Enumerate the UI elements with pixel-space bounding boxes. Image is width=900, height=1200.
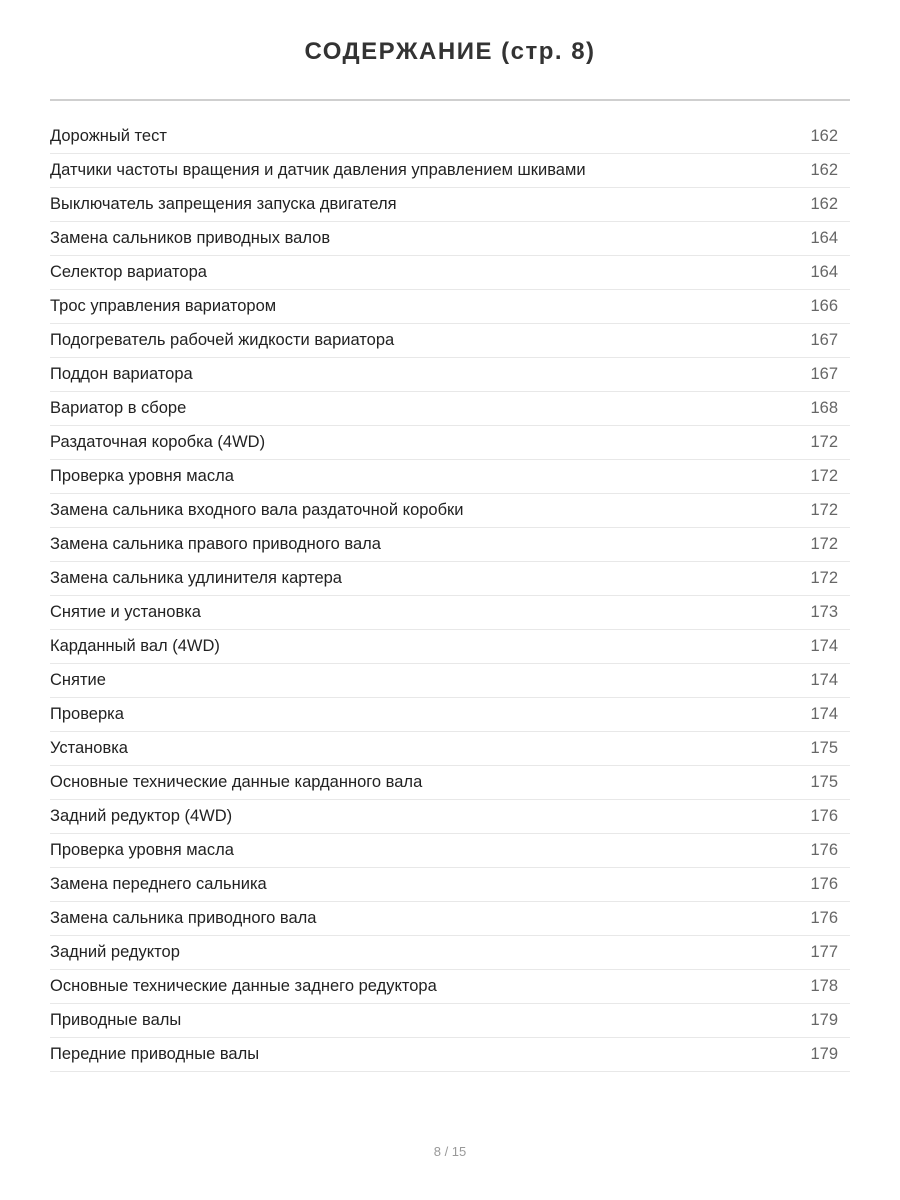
toc-entry[interactable]: Карданный вал (4WD) 174	[50, 630, 850, 664]
toc-entry-title: Замена сальника удлинителя картера	[50, 569, 342, 587]
toc-entry[interactable]: Проверка уровня масла 176	[50, 834, 850, 868]
toc-entry[interactable]: Трос управления вариатором 166	[50, 290, 850, 324]
toc-entry-page: 172	[810, 433, 838, 451]
toc-entry-page: 162	[810, 161, 838, 179]
toc-entry-page: 166	[810, 297, 838, 315]
toc-entry-page: 174	[810, 671, 838, 689]
toc-entry[interactable]: Проверка уровня масла 172	[50, 460, 850, 494]
toc-entry[interactable]: Датчики частоты вращения и датчик давлен…	[50, 154, 850, 188]
toc-entry-page: 176	[810, 875, 838, 893]
toc-entry-title: Замена переднего сальника	[50, 875, 267, 893]
toc-entry-page: 172	[810, 467, 838, 485]
page-indicator: 8 / 15	[433, 1144, 467, 1159]
toc-entry-page: 177	[810, 943, 838, 961]
toc-entry-title: Задний редуктор (4WD)	[50, 807, 233, 825]
title-divider	[50, 99, 850, 101]
page-title: СОДЕРЖАНИЕ (стр. 8)	[304, 38, 596, 65]
toc-entry-page: 167	[810, 331, 838, 349]
toc-entry[interactable]: Замена переднего сальника 176	[50, 868, 850, 902]
toc-entry[interactable]: Раздаточная коробка (4WD) 172	[50, 426, 850, 460]
toc-entry-page: 173	[810, 603, 838, 621]
toc-entry-title: Передние приводные валы	[50, 1045, 260, 1063]
toc-entry-title: Датчики частоты вращения и датчик давлен…	[50, 161, 586, 179]
toc-entry[interactable]: Установка 175	[50, 732, 850, 766]
toc-entry[interactable]: Подогреватель рабочей жидкости вариатора…	[50, 324, 850, 358]
toc-entry[interactable]: Проверка 174	[50, 698, 850, 732]
toc-entry[interactable]: Замена сальника правого приводного вала 1…	[50, 528, 850, 562]
toc-entry[interactable]: Снятие 174	[50, 664, 850, 698]
toc-entry[interactable]: Замена сальника удлинителя картера 172	[50, 562, 850, 596]
toc-entry-title: Выключатель запрещения запуска двигателя	[50, 195, 397, 213]
toc-entry-page: 167	[810, 365, 838, 383]
toc-entry-page: 172	[810, 569, 838, 587]
toc-entry-page: 174	[810, 637, 838, 655]
toc-entry[interactable]: Основные технические данные карданного в…	[50, 766, 850, 800]
toc-entry-title: Замена сальника приводного вала	[50, 909, 317, 927]
toc-entry-title: Замена сальника правого приводного вала	[50, 535, 381, 553]
toc-entry-page: 164	[810, 263, 838, 281]
toc-entry-page: 168	[810, 399, 838, 417]
toc-entry-title: Трос управления вариатором	[50, 297, 277, 315]
toc-entry-title: Вариатор в сборе	[50, 399, 187, 417]
toc-entry-page: 179	[810, 1045, 838, 1063]
toc-entry-page: 172	[810, 501, 838, 519]
toc-entry-page: 179	[810, 1011, 838, 1029]
toc-entry-page: 176	[810, 841, 838, 859]
toc-entry-title: Раздаточная коробка (4WD)	[50, 433, 266, 451]
toc-entry-title: Поддон вариатора	[50, 365, 193, 383]
toc-entry[interactable]: Вариатор в сборе 168	[50, 392, 850, 426]
toc-entry[interactable]: Снятие и установка 173	[50, 596, 850, 630]
toc-entry-page: 176	[810, 909, 838, 927]
toc-entry-page: 172	[810, 535, 838, 553]
toc-entry[interactable]: Передние приводные валы 179	[50, 1038, 850, 1072]
toc-entry[interactable]: Поддон вариатора 167	[50, 358, 850, 392]
toc-entry-title: Проверка уровня масла	[50, 467, 234, 485]
toc-entry[interactable]: Селектор вариатора 164	[50, 256, 850, 290]
toc-entry-title: Дорожный тест	[50, 127, 167, 145]
toc-entry[interactable]: Замена сальника приводного вала 176	[50, 902, 850, 936]
toc-entry-title: Селектор вариатора	[50, 263, 207, 281]
toc-entry[interactable]: Замена сальника входного вала раздаточно…	[50, 494, 850, 528]
toc-entry-title: Снятие и установка	[50, 603, 201, 621]
toc-entry-title: Основные технические данные карданного в…	[50, 773, 423, 791]
toc-entry-page: 164	[810, 229, 838, 247]
toc-entry-title: Карданный вал (4WD)	[50, 637, 220, 655]
toc-entry-title: Задний редуктор	[50, 943, 180, 961]
toc-entry-title: Замена сальников приводных валов	[50, 229, 331, 247]
toc-entry-page: 175	[810, 739, 838, 757]
toc-entry-title: Замена сальника входного вала раздаточно…	[50, 501, 464, 519]
toc-entry-title: Установка	[50, 739, 128, 757]
toc-entry[interactable]: Замена сальников приводных валов 164	[50, 222, 850, 256]
toc-entry-title: Проверка уровня масла	[50, 841, 234, 859]
toc-entry-page: 162	[810, 127, 838, 145]
toc-entry-title: Подогреватель рабочей жидкости вариатора	[50, 331, 395, 349]
toc-entry-page: 176	[810, 807, 838, 825]
toc-entry-title: Приводные валы	[50, 1011, 182, 1029]
toc-entry-page: 175	[810, 773, 838, 791]
toc-entry[interactable]: Задний редуктор (4WD) 176	[50, 800, 850, 834]
toc-entry[interactable]: Задний редуктор 177	[50, 936, 850, 970]
toc-entry-title: Снятие	[50, 671, 106, 689]
toc-entry[interactable]: Приводные валы 179	[50, 1004, 850, 1038]
toc-list: Дорожный тест 162 Датчики частоты вращения…	[50, 120, 850, 1072]
toc-entry[interactable]: Основные технические данные заднего реду…	[50, 970, 850, 1004]
toc-entry[interactable]: Дорожный тест 162	[50, 120, 850, 154]
toc-entry-title: Основные технические данные заднего реду…	[50, 977, 437, 995]
toc-entry[interactable]: Выключатель запрещения запуска двигателя…	[50, 188, 850, 222]
toc-entry-title: Проверка	[50, 705, 124, 723]
toc-entry-page: 162	[810, 195, 838, 213]
toc-entry-page: 174	[810, 705, 838, 723]
toc-entry-page: 178	[810, 977, 838, 995]
